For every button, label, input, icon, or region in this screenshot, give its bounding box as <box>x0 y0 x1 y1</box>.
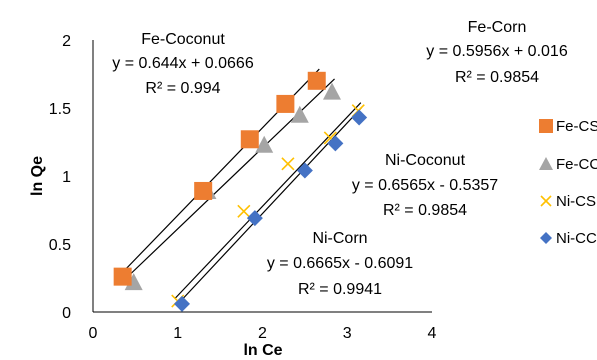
data-point-fe-cs <box>240 130 259 149</box>
data-point-ni-cc <box>296 162 313 179</box>
data-points <box>113 71 368 312</box>
legend-swatch <box>540 232 552 244</box>
data-point-fe-cs <box>113 267 132 286</box>
data-point-fe-cs <box>307 71 326 90</box>
y-tick-labels: 0 0.5 1 1.5 2 <box>49 33 71 322</box>
annotation-title: Fe-Coconut <box>141 31 225 48</box>
axes <box>92 40 432 313</box>
annotation-equation: y = 0.6565x - 0.5357 <box>352 177 498 194</box>
legend-label: Fe-CC <box>556 156 597 173</box>
legend-label: Ni-CS <box>556 193 596 210</box>
annotation-ni-corn: Ni-Corn y = 0.6665x - 0.6091 R² = 0.9941 <box>267 230 413 298</box>
annotation-ni-coconut: Ni-Coconut y = 0.6565x - 0.5357 R² = 0.9… <box>352 152 498 219</box>
data-point-ni-cs <box>237 204 251 218</box>
legend-swatch <box>539 157 553 170</box>
legend-label: Ni-CC <box>556 230 597 247</box>
data-point-fe-cc <box>290 105 309 123</box>
x-tick-labels: 0 1 2 3 4 <box>89 325 437 342</box>
trendline-ni-cs <box>174 102 362 299</box>
legend-swatch <box>539 119 553 133</box>
data-point-ni-cc <box>173 295 190 312</box>
legend-label: Fe-CS <box>556 118 597 135</box>
legend-item-fe-cc: Fe-CC <box>539 156 597 173</box>
data-point-fe-cc <box>322 82 341 100</box>
data-point-fe-cs <box>276 94 295 113</box>
annotation-title: Ni-Coconut <box>385 152 466 169</box>
y-tick-label: 0.5 <box>49 237 71 254</box>
data-point-ni-cc <box>246 210 263 227</box>
x-tick-label: 4 <box>428 325 437 342</box>
legend-swatch <box>540 195 552 207</box>
y-tick-label: 1.5 <box>49 101 71 118</box>
annotation-r2: R² = 0.9941 <box>298 281 382 298</box>
y-axis-title: ln Qe <box>29 156 46 196</box>
annotation-r2: R² = 0.994 <box>145 80 220 97</box>
x-tick-label: 0 <box>89 325 98 342</box>
annotation-equation: y = 0.644x + 0.0666 <box>112 55 254 72</box>
annotation-fe-coconut: Fe-Coconut y = 0.644x + 0.0666 R² = 0.99… <box>112 31 254 97</box>
annotation-fe-corn: Fe-Corn y = 0.5956x + 0.016 R² = 0.9854 <box>426 19 568 86</box>
annotation-title: Fe-Corn <box>468 19 527 36</box>
y-tick-label: 2 <box>62 33 71 50</box>
data-point-ni-cc <box>327 135 344 152</box>
annotation-equation: y = 0.5956x + 0.016 <box>426 43 568 60</box>
legend-item-fe-cs: Fe-CS <box>539 118 597 135</box>
legend-item-ni-cc: Ni-CC <box>540 230 597 247</box>
x-axis-title: ln Ce <box>243 342 282 359</box>
legend: Fe-CS Fe-CC Ni-CS Ni-CC <box>539 118 597 247</box>
annotation-equation: y = 0.6665x - 0.6091 <box>267 255 413 272</box>
annotation-r2: R² = 0.9854 <box>383 202 467 219</box>
data-point-ni-cc <box>351 109 368 126</box>
data-point-ni-cs <box>281 157 295 171</box>
data-point-fe-cc <box>255 135 274 153</box>
x-tick-label: 1 <box>173 325 182 342</box>
y-tick-label: 0 <box>62 305 71 322</box>
y-tick-label: 1 <box>62 169 71 186</box>
annotation-title: Ni-Corn <box>312 230 367 247</box>
data-point-fe-cc <box>124 273 143 291</box>
x-tick-label: 2 <box>258 325 267 342</box>
data-point-fe-cs <box>194 181 213 200</box>
annotation-r2: R² = 0.9854 <box>455 69 539 86</box>
legend-item-ni-cs: Ni-CS <box>540 193 596 210</box>
x-tick-label: 3 <box>343 325 352 342</box>
